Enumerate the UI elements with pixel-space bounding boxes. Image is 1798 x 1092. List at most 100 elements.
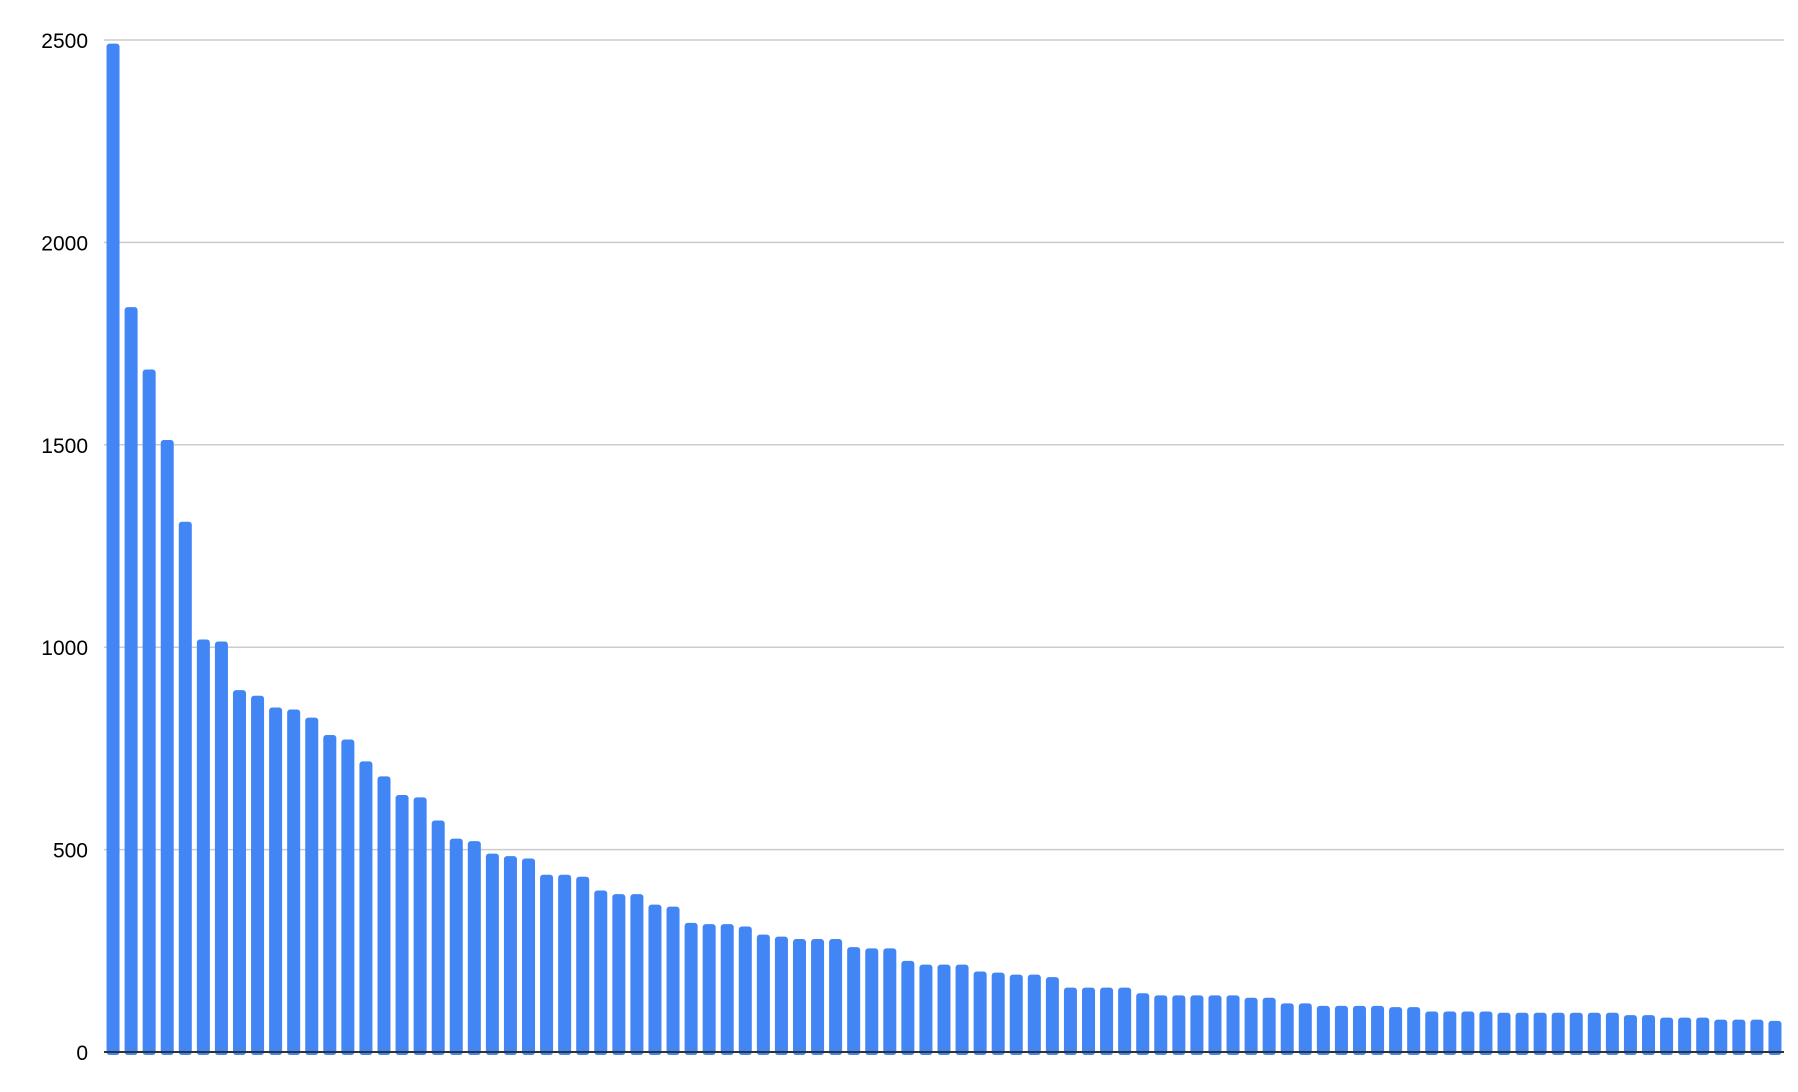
bar [1660, 1017, 1674, 1055]
bar [377, 776, 391, 1055]
bar [1642, 1015, 1656, 1055]
bar [160, 439, 174, 1056]
bar [178, 521, 192, 1055]
bar [684, 922, 698, 1055]
gridlines [104, 39, 1784, 851]
bar [630, 894, 644, 1055]
bar [1551, 1012, 1565, 1055]
bar [142, 369, 156, 1055]
bar [1063, 987, 1077, 1055]
bar [269, 707, 283, 1055]
bar [558, 874, 572, 1055]
y-tick-label: 2000 [41, 232, 88, 255]
bar [1027, 974, 1041, 1055]
bar [919, 964, 933, 1055]
bar [829, 939, 843, 1055]
y-tick-label: 0 [76, 1042, 88, 1065]
bar [1605, 1012, 1619, 1055]
y-axis-ticks: 0 500 1000 1500 2000 2500 [41, 30, 88, 1065]
bar [792, 939, 806, 1055]
bar [883, 948, 897, 1055]
bar [1515, 1012, 1529, 1055]
bar [1714, 1019, 1728, 1055]
bar [738, 926, 752, 1055]
bar [991, 972, 1005, 1055]
bar [1407, 1007, 1421, 1055]
bar [702, 924, 716, 1055]
bar [395, 794, 409, 1055]
bar [1533, 1012, 1547, 1055]
bar [955, 964, 969, 1055]
bar [359, 761, 373, 1055]
bar [1732, 1019, 1746, 1055]
bar [973, 971, 987, 1055]
bar [1172, 995, 1186, 1055]
bar [594, 890, 608, 1055]
bar [1623, 1015, 1637, 1055]
bar [1226, 995, 1240, 1055]
bar [811, 939, 825, 1055]
bar [937, 964, 951, 1055]
bar [1009, 974, 1023, 1055]
bar [720, 924, 734, 1055]
bar [522, 858, 536, 1055]
bar [1208, 995, 1222, 1055]
bar [1154, 995, 1168, 1055]
bar [485, 853, 499, 1055]
bar [106, 43, 120, 1056]
bar [232, 690, 246, 1055]
bar [1082, 987, 1096, 1055]
bar [1461, 1011, 1475, 1055]
bar [1678, 1017, 1692, 1055]
bar [1352, 1005, 1366, 1055]
bar [540, 874, 554, 1055]
bar [1696, 1017, 1710, 1055]
bar [576, 876, 590, 1055]
bar [251, 695, 265, 1055]
bar [1497, 1012, 1511, 1055]
bar [196, 639, 210, 1055]
bar [449, 838, 463, 1055]
bar [666, 906, 680, 1055]
bar [901, 960, 915, 1055]
bar [865, 948, 879, 1055]
y-tick-label: 500 [53, 840, 88, 863]
bar [1389, 1007, 1403, 1055]
bar [1334, 1005, 1348, 1055]
y-tick-label: 2500 [41, 30, 88, 53]
bar [1316, 1005, 1330, 1055]
bar [413, 797, 427, 1055]
bar [323, 735, 337, 1055]
bar [1190, 995, 1204, 1055]
bar [124, 307, 138, 1056]
bar [1479, 1011, 1493, 1055]
bar [1298, 1003, 1312, 1055]
bar [341, 739, 355, 1055]
bar [1100, 987, 1114, 1055]
bar [1371, 1005, 1385, 1055]
bar [1136, 993, 1150, 1055]
bar [467, 841, 481, 1055]
bar [1587, 1012, 1601, 1055]
bar [1045, 977, 1059, 1055]
bar [1425, 1011, 1439, 1055]
bar [503, 856, 517, 1055]
bar [612, 894, 626, 1055]
bar [756, 934, 770, 1055]
bar [1118, 987, 1132, 1055]
bar [431, 820, 445, 1055]
bar [1443, 1011, 1457, 1055]
bar [287, 709, 301, 1055]
bar [1750, 1019, 1764, 1055]
y-tick-label: 1500 [41, 435, 88, 458]
bar [1569, 1012, 1583, 1055]
bar [1768, 1020, 1782, 1055]
bar [648, 904, 662, 1055]
bar [1262, 997, 1276, 1055]
bar-series [106, 43, 1782, 1056]
bar [305, 717, 319, 1055]
bar [214, 641, 228, 1055]
bar [847, 947, 861, 1055]
bar [774, 936, 788, 1055]
